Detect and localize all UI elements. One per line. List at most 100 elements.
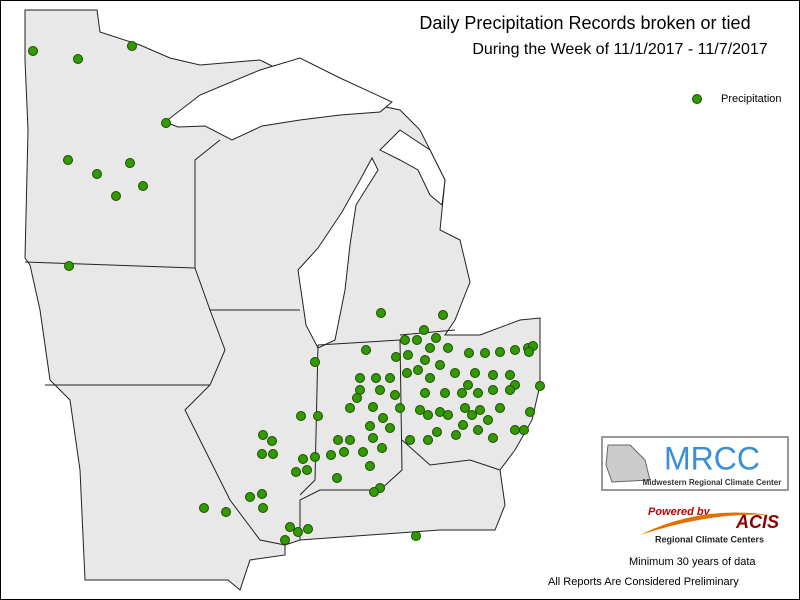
- record-dot: [298, 454, 308, 464]
- record-dot: [291, 467, 301, 477]
- record-dot: [296, 411, 306, 421]
- record-dot: [369, 487, 379, 497]
- state-line: [184, 309, 286, 546]
- record-dot: [411, 531, 421, 541]
- record-dot: [280, 535, 290, 545]
- record-dot: [302, 465, 312, 475]
- record-dot: [463, 380, 473, 390]
- record-dot: [345, 403, 355, 413]
- record-dot: [510, 425, 520, 435]
- record-dot: [483, 415, 493, 425]
- record-dot: [420, 388, 430, 398]
- record-dot: [326, 450, 336, 460]
- record-dot: [92, 169, 102, 179]
- record-dot: [473, 425, 483, 435]
- record-dot: [460, 403, 470, 413]
- record-dot: [443, 410, 453, 420]
- record-dot: [405, 435, 415, 445]
- record-dot: [473, 388, 483, 398]
- record-dot: [138, 181, 148, 191]
- record-dot: [28, 46, 38, 56]
- record-dot: [488, 385, 498, 395]
- record-dot: [385, 373, 395, 383]
- record-dot: [268, 449, 278, 459]
- record-dot: [378, 413, 388, 423]
- record-dot: [368, 402, 378, 412]
- record-dot: [524, 347, 534, 357]
- record-dot: [525, 407, 535, 417]
- subtitle: During the Week of 11/1/2017 - 11/7/2017: [472, 41, 767, 58]
- record-dot: [377, 443, 387, 453]
- record-dot: [361, 345, 371, 355]
- acis-swoosh: [640, 512, 770, 535]
- record-dot: [257, 489, 267, 499]
- record-dot: [432, 427, 442, 437]
- record-dot: [395, 403, 405, 413]
- record-dot: [420, 355, 430, 365]
- record-dot: [257, 449, 267, 459]
- record-dot: [505, 385, 515, 395]
- record-dot: [400, 335, 410, 345]
- logo-subtext: Midwestern Regional Climate Center: [643, 478, 782, 487]
- record-dot: [111, 191, 121, 201]
- state-line: [194, 139, 221, 268]
- record-dot: [352, 393, 362, 403]
- logo-map: [605, 444, 651, 483]
- record-dot: [488, 370, 498, 380]
- record-dot: [510, 345, 520, 355]
- record-dot: [451, 430, 461, 440]
- record-dot: [475, 405, 485, 415]
- legend-label: Precipitation: [721, 93, 782, 105]
- record-dot: [371, 373, 381, 383]
- record-dot: [365, 421, 375, 431]
- record-dot: [199, 503, 209, 513]
- state-line: [299, 489, 321, 540]
- record-dot: [355, 373, 365, 383]
- record-dot: [412, 335, 422, 345]
- record-dot: [402, 368, 412, 378]
- record-dot: [73, 54, 83, 64]
- acis-logo: Powered by ACIS Regional Climate Centers: [640, 506, 779, 544]
- records: [28, 41, 545, 545]
- record-dot: [535, 381, 545, 391]
- lake-huron: [379, 129, 446, 206]
- logo-text: MRCC: [664, 440, 760, 476]
- state-line: [401, 439, 501, 471]
- record-dot: [403, 350, 413, 360]
- record-dot: [391, 352, 401, 362]
- acis-text: ACIS: [735, 512, 779, 532]
- title: Daily Precipitation Records broken or ti…: [419, 13, 750, 33]
- record-dot: [376, 308, 386, 318]
- record-dot: [467, 410, 477, 420]
- record-dot: [64, 261, 74, 271]
- record-dot: [332, 473, 342, 483]
- mrcc-logo: MRCC Midwestern Regional Climate Center: [601, 436, 789, 491]
- state-line: [299, 344, 319, 496]
- record-dot: [313, 411, 323, 421]
- record-dot: [488, 433, 498, 443]
- record-dot: [368, 433, 378, 443]
- record-dot: [385, 423, 395, 433]
- record-dot: [443, 343, 453, 353]
- record-dot: [458, 420, 468, 430]
- lake-superior: [163, 57, 393, 141]
- record-dot: [375, 385, 385, 395]
- record-dot: [333, 435, 343, 445]
- record-dot: [310, 452, 320, 462]
- acis-subtext: Regional Climate Centers: [655, 534, 764, 544]
- record-dot: [293, 527, 303, 537]
- record-dot: [285, 522, 295, 532]
- note: Minimum 30 years of data: [629, 556, 756, 568]
- record-dot: [438, 310, 448, 320]
- record-dot: [303, 524, 313, 534]
- record-dot: [419, 325, 429, 335]
- acis-powered: Powered by: [648, 506, 711, 518]
- record-dot: [480, 348, 490, 358]
- record-dot: [519, 425, 529, 435]
- record-dot: [221, 507, 231, 517]
- record-dot: [470, 368, 480, 378]
- record-dot: [63, 155, 73, 165]
- note: All Reports Are Considered Preliminary: [548, 576, 739, 588]
- record-dot: [258, 430, 268, 440]
